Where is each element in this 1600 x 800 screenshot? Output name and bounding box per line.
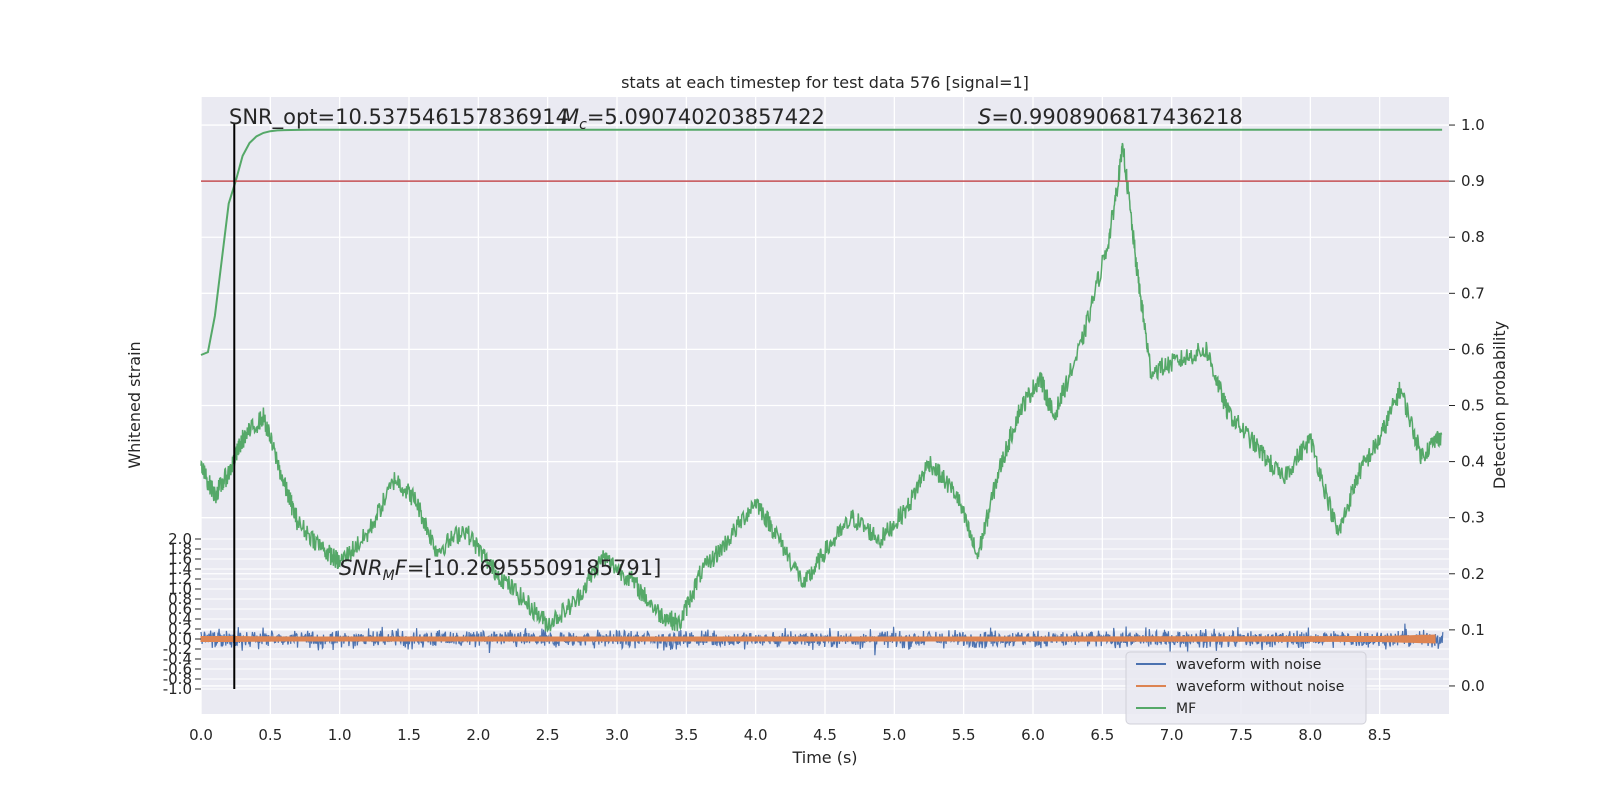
legend-label-mf: MF (1176, 701, 1196, 717)
annotation-mc: Mc=5.090740203857422 (561, 105, 825, 133)
ticks: 0.0 0.5 1.0 1.5 2.0 2.5 3.0 3.5 4.0 4.5 5.0 5.5 6.0 6… (163, 116, 1485, 744)
legend-label-waveform-with-noise: waveform with noise (1176, 657, 1321, 673)
x-tick-label: 2.5 (536, 726, 560, 744)
x-tick-label: 6.0 (1021, 726, 1045, 744)
x-tick-label: 5.5 (952, 726, 976, 744)
right-tick-label: 0.3 (1461, 509, 1485, 527)
left-tick-label: 0.4 (168, 610, 192, 628)
annotation-mc-value: =5.090740203857422 (587, 105, 825, 129)
x-tick-label: 5.0 (882, 726, 906, 744)
right-tick-label: 0.7 (1461, 284, 1485, 302)
x-tick-label: 3.0 (605, 726, 629, 744)
right-tick-label: 0.1 (1461, 621, 1485, 639)
right-tick-label: 0.8 (1461, 228, 1485, 246)
right-tick-label: 0.5 (1461, 397, 1485, 415)
left-tick-label: 0.2 (168, 620, 192, 638)
right-axis-label: Detection probability (1490, 321, 1509, 489)
left-tick-label: 1.8 (168, 540, 192, 558)
mf-timestep-line (200, 142, 1443, 633)
reference-lines (201, 124, 1449, 689)
x-tick-label: 7.0 (1160, 726, 1184, 744)
legend-label-waveform-without-noise: waveform without noise (1176, 679, 1344, 695)
x-tick-label: 6.5 (1090, 726, 1114, 744)
left-tick-label: -1.0 (163, 680, 192, 698)
right-tick-label: 0.4 (1461, 453, 1485, 471)
right-tick-label: 1.0 (1461, 116, 1485, 134)
left-tick-label: 0.8 (168, 590, 192, 608)
x-tick-label: 1.5 (397, 726, 421, 744)
x-tick-label: 0.0 (189, 726, 213, 744)
left-axis-label: Whitened strain (125, 341, 144, 468)
x-tick-label: 0.5 (258, 726, 282, 744)
annotation-s: S=0.9908906817436218 (978, 105, 1243, 129)
chart-title: stats at each timestep for test data 576… (621, 73, 1029, 92)
left-tick-label: 2.0 (168, 530, 192, 548)
waveform-without-noise-band (200, 634, 1436, 644)
legend: waveform with noise waveform without noi… (1125, 651, 1367, 725)
x-tick-label: 4.5 (813, 726, 837, 744)
left-tick-label: 1.0 (168, 580, 192, 598)
mf-cumulative-line (200, 128, 1443, 356)
left-tick-label: 1.4 (168, 560, 192, 578)
right-tick-label: 0.0 (1461, 677, 1485, 695)
annotation-snr-mf: SNRMF=[10.26955509185791] (339, 556, 661, 584)
left-tick-label: 1.2 (168, 570, 192, 588)
left-tick-label: -0.2 (163, 640, 192, 658)
annotation-snr-mf-value: =[10.26955509185791] (407, 556, 661, 580)
legend-box (1125, 651, 1367, 725)
left-tick-label: 1.6 (168, 550, 192, 568)
x-tick-label: 8.5 (1368, 726, 1392, 744)
left-tick-label: -0.4 (163, 650, 192, 668)
x-tick-label: 1.0 (328, 726, 352, 744)
left-tick-label: 0.6 (168, 600, 192, 618)
left-tick-label: -0.8 (163, 670, 192, 688)
annotation-snr-opt: SNR_opt=10.537546157836914 (229, 105, 569, 130)
x-tick-label: 3.5 (674, 726, 698, 744)
series-mf (200, 128, 1443, 633)
x-tick-label: 7.5 (1229, 726, 1253, 744)
series-waveform-without-noise (200, 634, 1436, 644)
x-tick-label: 8.0 (1298, 726, 1322, 744)
x-axis-label: Time (s) (791, 748, 857, 767)
x-tick-label: 4.0 (744, 726, 768, 744)
left-tick-label: -0.6 (163, 660, 192, 678)
annotation-s-value: =0.9908906817436218 (991, 105, 1242, 129)
x-tick-label: 2.0 (466, 726, 490, 744)
right-tick-label: 0.2 (1461, 565, 1485, 583)
right-tick-label: 0.6 (1461, 340, 1485, 358)
right-tick-label: 0.9 (1461, 172, 1485, 190)
left-tick-label: 0.0 (168, 630, 192, 648)
